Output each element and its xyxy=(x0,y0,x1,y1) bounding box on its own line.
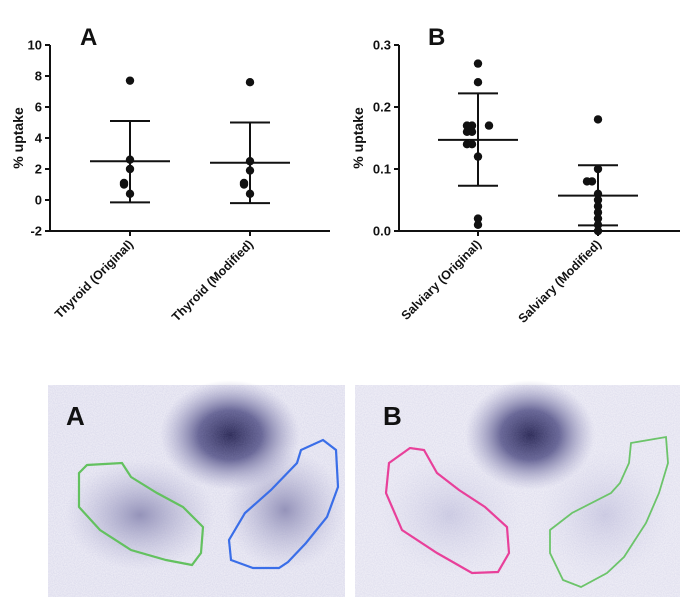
y-tick-label: 6 xyxy=(35,100,42,115)
data-point xyxy=(593,220,603,229)
chart-b-salivary: 0.0 0.1 0.2 0.3 % uptake B Salviary (Original)… xyxy=(350,24,680,326)
data-point xyxy=(125,164,135,174)
data-point xyxy=(582,177,592,186)
panel-label-b: B xyxy=(383,401,402,431)
data-point xyxy=(245,78,255,87)
roi-outline-green xyxy=(549,435,669,588)
y-tick-label: 2 xyxy=(35,162,42,177)
data-point xyxy=(593,115,603,124)
data-point xyxy=(593,195,603,205)
data-point xyxy=(125,155,135,164)
series-2 xyxy=(210,78,290,205)
scan-image-a: A xyxy=(48,380,345,597)
data-point xyxy=(245,189,255,198)
data-point xyxy=(473,78,483,87)
data-point xyxy=(119,180,129,189)
scan-noise xyxy=(355,385,680,597)
x-tick-label: Thyroid (Original) xyxy=(52,237,136,321)
panel-label-a: A xyxy=(66,401,85,431)
series-2 xyxy=(558,115,638,236)
chart-a-thyroid: -2 0 2 4 6 8 10 % uptake A Thyroid (Original) Thyr… xyxy=(10,24,330,324)
data-point xyxy=(462,127,472,136)
data-point xyxy=(125,76,135,85)
data-point xyxy=(593,189,603,198)
scan-noise xyxy=(48,385,345,597)
data-point xyxy=(473,152,483,161)
data-point xyxy=(462,140,472,149)
x-tick-label: Salviary (Modified) xyxy=(516,237,604,325)
roi-outline-pink xyxy=(384,446,511,575)
y-tick-label: -2 xyxy=(30,224,42,239)
x-tick-label: Salviary (Original) xyxy=(399,237,485,323)
data-point xyxy=(473,59,483,68)
y-tick-label: 0.2 xyxy=(373,100,391,115)
scan-image-b: B xyxy=(355,380,680,597)
panel-label: A xyxy=(80,24,97,51)
data-point xyxy=(239,180,249,189)
y-tick-label: 4 xyxy=(35,131,43,146)
data-point xyxy=(593,208,603,217)
data-point xyxy=(593,226,603,236)
y-axis-label: % uptake xyxy=(10,107,26,169)
panel-label: B xyxy=(428,24,445,51)
roi-outline-blue xyxy=(227,438,340,570)
data-point xyxy=(473,214,483,223)
roi-outline-green xyxy=(77,461,205,567)
data-point xyxy=(484,121,494,130)
series-1 xyxy=(90,76,170,204)
y-tick-label: 0 xyxy=(35,193,42,208)
x-tick-label: Thyroid (Modified) xyxy=(169,237,256,324)
data-point xyxy=(593,164,603,174)
y-tick-label: 0.3 xyxy=(373,38,391,53)
y-axis-label: % uptake xyxy=(350,107,366,169)
data-point xyxy=(245,157,255,166)
y-tick-label: 0.1 xyxy=(373,162,391,177)
y-tick-label: 10 xyxy=(28,38,42,53)
data-point xyxy=(125,189,135,198)
series-1 xyxy=(438,59,518,229)
y-tick-label: 0.0 xyxy=(373,224,391,239)
data-point xyxy=(462,121,472,130)
data-point xyxy=(593,202,603,211)
y-tick-label: 8 xyxy=(35,69,42,84)
data-point xyxy=(593,214,603,223)
data-point xyxy=(473,220,483,229)
data-point xyxy=(245,166,255,175)
